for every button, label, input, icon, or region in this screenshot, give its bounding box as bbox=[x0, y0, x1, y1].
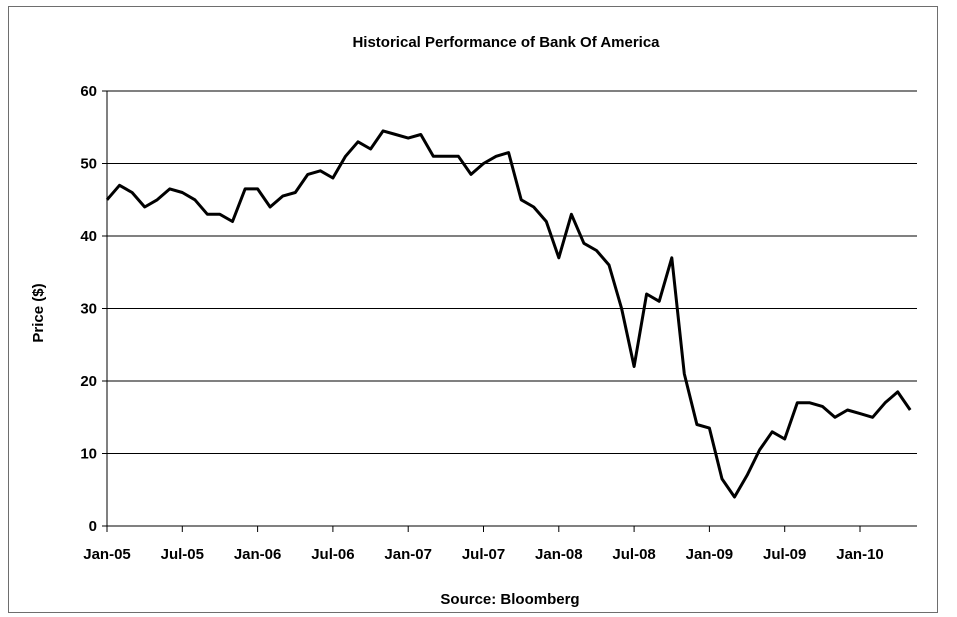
chart-frame: Historical Performance of Bank Of Americ… bbox=[8, 6, 938, 613]
y-tick-label: 60 bbox=[80, 83, 97, 100]
axes bbox=[102, 90, 917, 532]
x-tick-label: Jul-08 bbox=[612, 546, 655, 563]
y-tick-label: 10 bbox=[80, 446, 97, 463]
gridlines bbox=[107, 90, 917, 454]
x-tick-label: Jul-07 bbox=[462, 546, 505, 563]
chart-title: Historical Performance of Bank Of Americ… bbox=[352, 34, 660, 51]
y-tick-label: 30 bbox=[80, 301, 97, 318]
x-tick-label: Jul-05 bbox=[161, 546, 204, 563]
chart-svg: Historical Performance of Bank Of Americ… bbox=[30, 34, 917, 608]
x-tick-label: Jan-10 bbox=[836, 546, 884, 563]
y-axis-label: Price ($) bbox=[30, 283, 47, 342]
source-label: Source: Bloomberg bbox=[440, 591, 579, 608]
y-tick-label: 40 bbox=[80, 228, 97, 245]
y-tick-label: 0 bbox=[89, 518, 97, 535]
x-tick-labels: Jan-05 Jul-05 Jan-06 Jul-06 Jan-07 Jul-07 Jan-… bbox=[83, 546, 884, 563]
x-tick-label: Jul-09 bbox=[763, 546, 806, 563]
x-tick-label: Jan-09 bbox=[686, 546, 734, 563]
y-tick-label: 50 bbox=[80, 156, 97, 173]
x-tick-label: Jan-08 bbox=[535, 546, 583, 563]
x-tick-label: Jan-05 bbox=[83, 546, 131, 563]
x-tick-label: Jul-06 bbox=[311, 546, 354, 563]
x-tick-label: Jan-07 bbox=[384, 546, 432, 563]
y-tick-labels: 0 10 20 30 40 50 60 bbox=[80, 83, 97, 535]
x-tick-label: Jan-06 bbox=[234, 546, 282, 563]
y-tick-label: 20 bbox=[80, 373, 97, 390]
price-series-line bbox=[105, 129, 912, 499]
